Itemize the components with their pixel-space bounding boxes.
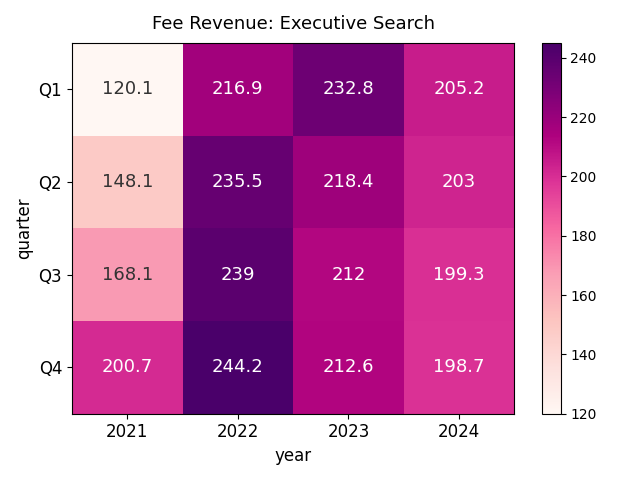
Text: 148.1: 148.1 — [102, 173, 153, 191]
Title: Fee Revenue: Executive Search: Fee Revenue: Executive Search — [152, 15, 435, 33]
Text: 168.1: 168.1 — [102, 265, 153, 284]
Text: 239: 239 — [221, 265, 255, 284]
X-axis label: year: year — [275, 447, 312, 465]
Text: 198.7: 198.7 — [433, 359, 485, 376]
Text: 205.2: 205.2 — [433, 80, 485, 98]
Text: 200.7: 200.7 — [102, 359, 153, 376]
Text: 199.3: 199.3 — [433, 265, 485, 284]
Text: 232.8: 232.8 — [323, 80, 374, 98]
Text: 120.1: 120.1 — [102, 80, 153, 98]
Text: 216.9: 216.9 — [212, 80, 264, 98]
Text: 235.5: 235.5 — [212, 173, 264, 191]
Text: 218.4: 218.4 — [323, 173, 374, 191]
Text: 212.6: 212.6 — [323, 359, 374, 376]
Text: 212: 212 — [332, 265, 365, 284]
Text: 203: 203 — [442, 173, 476, 191]
Y-axis label: quarter: quarter — [15, 197, 33, 259]
Text: 244.2: 244.2 — [212, 359, 264, 376]
